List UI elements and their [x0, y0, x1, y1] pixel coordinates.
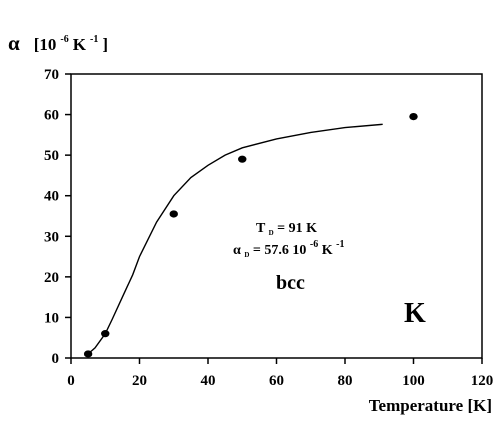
annotation-phase: bcc — [276, 272, 305, 294]
annotation-element: K — [404, 298, 426, 329]
x-axis: 0 20 40 60 80 100 120 — [67, 358, 493, 389]
ad-exponent: -6 — [310, 239, 318, 250]
ad-symbol: α — [233, 243, 241, 258]
y-tick-label: 10 — [44, 310, 59, 326]
x-axis-title: Temperature [K] — [369, 396, 492, 415]
y-tick-label: 0 — [52, 351, 60, 367]
y-axis-unit-mid: K — [73, 35, 87, 54]
td-value: = 91 K — [277, 221, 317, 236]
data-point — [238, 155, 247, 163]
td-subscript: D — [269, 229, 274, 237]
y-axis-unit-close: ] — [102, 35, 108, 54]
x-tick-label: 120 — [471, 373, 494, 389]
y-tick-label: 30 — [44, 229, 59, 245]
y-axis: 0 10 20 30 40 50 60 70 — [44, 67, 71, 367]
series-layer — [83, 113, 418, 358]
y-axis-unit-exp: -6 — [60, 34, 68, 45]
y-axis-label: α [10 -6 K -1 ] — [8, 29, 108, 55]
x-tick-label: 0 — [67, 373, 75, 389]
ad-subscript: D — [244, 251, 249, 259]
y-axis-symbol: α — [8, 31, 20, 55]
annotation-debye-alpha: α D = 57.6 10 -6 K -1 — [233, 236, 344, 261]
fit-curve — [87, 123, 383, 355]
data-point — [169, 210, 178, 218]
x-tick-label: 20 — [132, 373, 147, 389]
x-tick-label: 80 — [338, 373, 353, 389]
annotation-debye-temperature: T D = 91 K — [256, 221, 317, 239]
y-axis-unit-open: [10 — [34, 35, 57, 54]
ad-unit: K — [322, 243, 333, 258]
y-tick-label: 40 — [44, 189, 59, 205]
data-point — [409, 113, 418, 121]
y-tick-label: 70 — [44, 67, 59, 83]
y-tick-label: 50 — [44, 148, 59, 164]
x-tick-label: 40 — [201, 373, 216, 389]
ad-value: = 57.6 10 — [253, 243, 306, 258]
y-axis-unit-exp2: -1 — [90, 34, 98, 45]
td-symbol: T — [256, 221, 266, 236]
x-tick-label: 60 — [269, 373, 284, 389]
x-tick-label: 100 — [402, 373, 425, 389]
y-tick-label: 20 — [44, 270, 59, 286]
ad-exponent-2: -1 — [336, 239, 344, 250]
y-tick-label: 60 — [44, 108, 59, 124]
